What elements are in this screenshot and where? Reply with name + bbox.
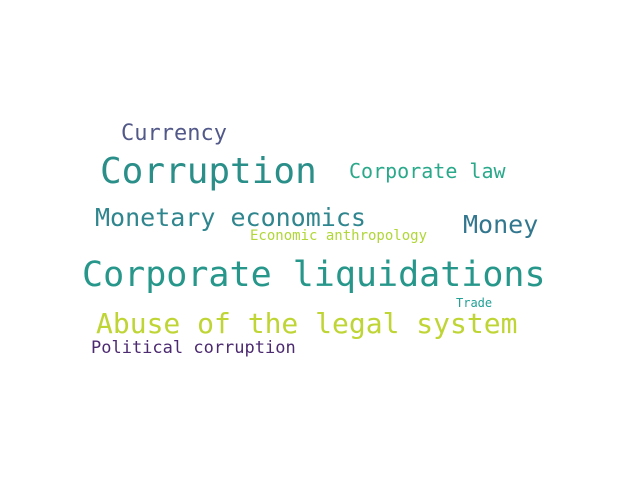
word-trade: Trade xyxy=(456,296,493,310)
word-money: Money xyxy=(463,210,539,239)
word-political-corruption: Political corruption xyxy=(91,338,296,358)
word-corporate-law: Corporate law xyxy=(349,159,506,183)
word-abuse-of-the-legal-system: Abuse of the legal system xyxy=(96,307,518,340)
word-monetary-economics: Monetary economics xyxy=(95,203,366,232)
word-corruption: Corruption xyxy=(100,151,317,192)
word-currency: Currency xyxy=(121,121,227,146)
word-economic-anthropology: Economic anthropology xyxy=(250,228,428,244)
word-corporate-liquidations: Corporate liquidations xyxy=(82,255,546,295)
